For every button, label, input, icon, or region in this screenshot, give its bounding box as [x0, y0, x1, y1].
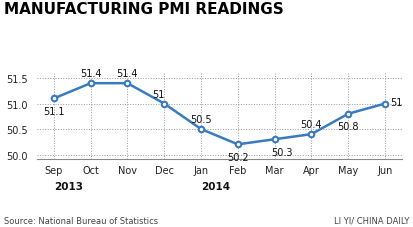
Text: MANUFACTURING PMI READINGS: MANUFACTURING PMI READINGS	[4, 2, 283, 17]
Text: 50.3: 50.3	[270, 147, 292, 157]
Text: Source: National Bureau of Statistics: Source: National Bureau of Statistics	[4, 216, 158, 225]
Text: 50.2: 50.2	[226, 152, 248, 162]
Text: 50.8: 50.8	[337, 122, 358, 132]
Text: 2014: 2014	[201, 181, 230, 191]
Text: 51: 51	[152, 89, 164, 99]
Text: 51.1: 51.1	[43, 106, 64, 116]
Text: 51: 51	[389, 98, 401, 108]
Text: LI YI/ CHINA DAILY: LI YI/ CHINA DAILY	[334, 216, 409, 225]
Text: 51.4: 51.4	[80, 69, 101, 79]
Text: 50.5: 50.5	[190, 115, 211, 125]
Text: 51.4: 51.4	[116, 69, 138, 79]
Text: 2013: 2013	[54, 181, 83, 191]
Text: 50.4: 50.4	[300, 120, 321, 130]
